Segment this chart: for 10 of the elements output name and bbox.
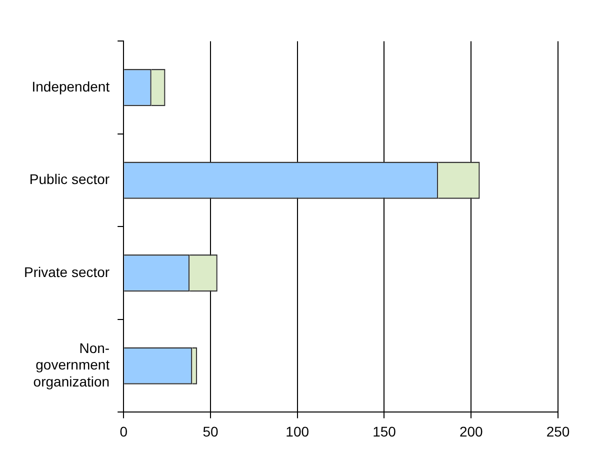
y-tick-label: Independent (32, 78, 110, 94)
y-tick-label: Public sector (29, 171, 110, 188)
x-tick-label: 50 (202, 423, 218, 440)
x-tick-label: 200 (459, 423, 484, 440)
x-tick-label: 100 (286, 423, 310, 440)
y-tick-label: Private sector (24, 264, 110, 280)
x-tick-label: 150 (372, 423, 396, 440)
x-tick-label: 0 (120, 423, 128, 440)
x-tick-label: 250 (546, 423, 570, 440)
y-tick-label: Non-government organization (33, 340, 110, 390)
